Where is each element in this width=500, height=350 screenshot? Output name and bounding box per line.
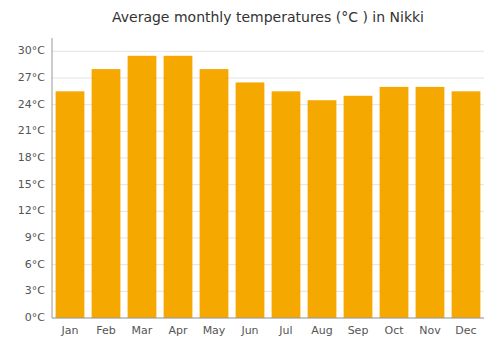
y-tick-label: 15°C	[18, 178, 45, 191]
bar	[380, 87, 409, 318]
x-tick-label: Jun	[240, 324, 258, 337]
title: Average monthly temperatures (°C ) in Ni…	[112, 9, 424, 25]
x-tick-label: Mar	[132, 324, 153, 337]
y-tick-label: 24°C	[18, 98, 45, 111]
x-tick-label: Feb	[96, 324, 115, 337]
bar	[56, 91, 85, 318]
y-tick-label: 6°C	[25, 258, 45, 271]
grid-line	[52, 51, 484, 52]
y-tick-label: 3°C	[25, 284, 45, 297]
bars	[56, 56, 481, 318]
x-tick-label: Sep	[348, 324, 369, 337]
bar	[344, 96, 373, 318]
x-tick-label: Apr	[168, 324, 188, 337]
y-tick-label: 9°C	[25, 231, 45, 244]
chart-container: 0°C 3°C 6°C 9°C 12°C 15°C 18°C 21°C 24°C 27°C 30°C…	[0, 0, 500, 350]
grid-line	[52, 318, 484, 319]
y-tick-label: 21°C	[18, 124, 45, 137]
y-tick-label: 30°C	[18, 44, 45, 57]
x-tick-label: May	[203, 324, 226, 337]
bar	[452, 91, 481, 318]
x-axis-line	[52, 318, 484, 319]
bar	[236, 82, 265, 318]
x-tick-label: Jul	[278, 324, 292, 337]
y-tick-label: 18°C	[18, 151, 45, 164]
bar	[308, 100, 337, 318]
grid	[52, 51, 484, 318]
x-tick-label: Jan	[61, 324, 79, 337]
y-tick-label: 0°C	[25, 311, 45, 324]
bar	[128, 56, 157, 318]
bar	[164, 56, 193, 318]
bar	[200, 69, 229, 318]
x-tick-label: Nov	[419, 324, 441, 337]
x-tick-label: Aug	[311, 324, 332, 337]
y-axis-line	[52, 38, 53, 318]
y-tick-label: 27°C	[18, 71, 45, 84]
bar	[272, 91, 301, 318]
bar	[416, 87, 445, 318]
x-tick-label: Dec	[455, 324, 476, 337]
x-tick-label: Oct	[384, 324, 404, 337]
y-tick-label: 12°C	[18, 204, 45, 217]
bar	[92, 69, 121, 318]
chart-svg: 0°C 3°C 6°C 9°C 12°C 15°C 18°C 21°C 24°C 27°C 30°C…	[0, 0, 500, 350]
